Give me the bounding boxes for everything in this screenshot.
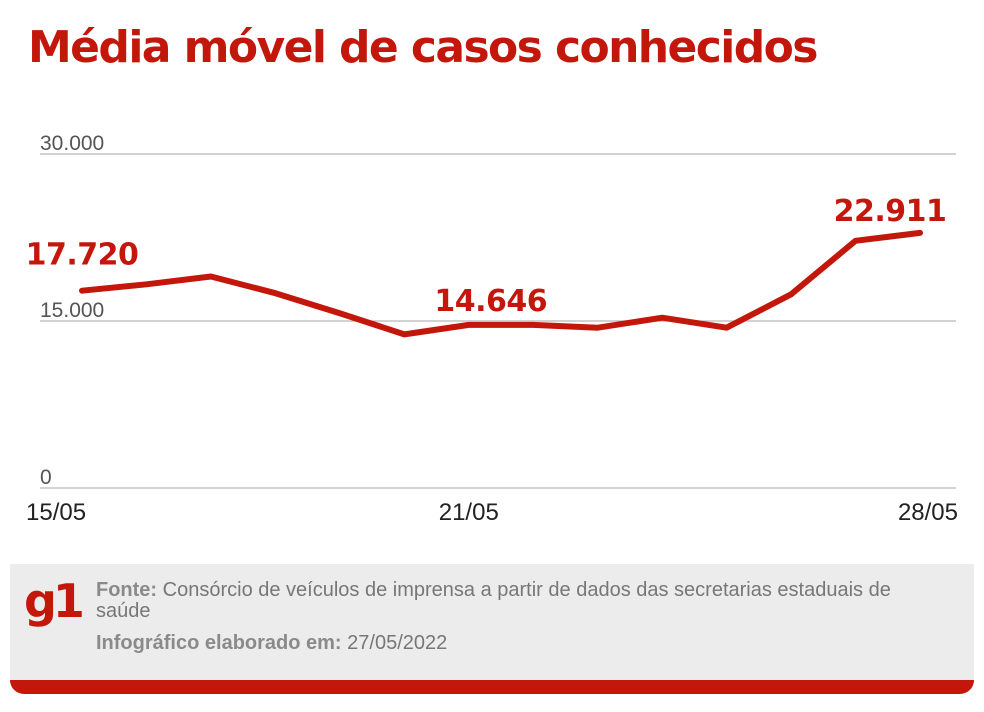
y-tick-label: 15.000: [40, 299, 104, 322]
y-tick-label: 30.000: [40, 132, 104, 155]
source-footer: g1 Fonte: Consórcio de veículos de impre…: [10, 564, 974, 694]
data-label: 17.720: [26, 238, 139, 273]
data-label: 22.911: [834, 194, 947, 229]
footer-accent-bar: [10, 680, 974, 694]
chart-title: Média móvel de casos conhecidos: [28, 22, 818, 73]
x-tick-label: 15/05: [26, 499, 86, 526]
grid-lines: [40, 153, 956, 489]
g1-logo: g1: [24, 574, 85, 628]
series-line: [79, 229, 923, 338]
x-tick-label: 21/05: [439, 499, 499, 526]
source-note: Fonte: Consórcio de veículos de imprensa…: [96, 580, 926, 622]
y-tick-label: 0: [40, 466, 52, 489]
made-date: 27/05/2022: [347, 632, 448, 654]
series-layer: [79, 229, 923, 338]
x-tick-label: 28/05: [898, 499, 958, 526]
line-chart: 0 15.000 30.000 15/05 21/05 28/05 17.720 14.646…: [26, 132, 958, 526]
data-label: 14.646: [434, 284, 547, 319]
source-text: Consórcio de veículos de imprensa a part…: [96, 579, 891, 622]
made-label: Infográfico elaborado em:: [96, 632, 342, 654]
labels-layer: 0 15.000 30.000 15/05 21/05 28/05 17.720 14.646…: [26, 132, 958, 526]
made-on-note: Infográfico elaborado em: 27/05/2022: [96, 632, 447, 655]
source-label: Fonte:: [96, 579, 158, 601]
